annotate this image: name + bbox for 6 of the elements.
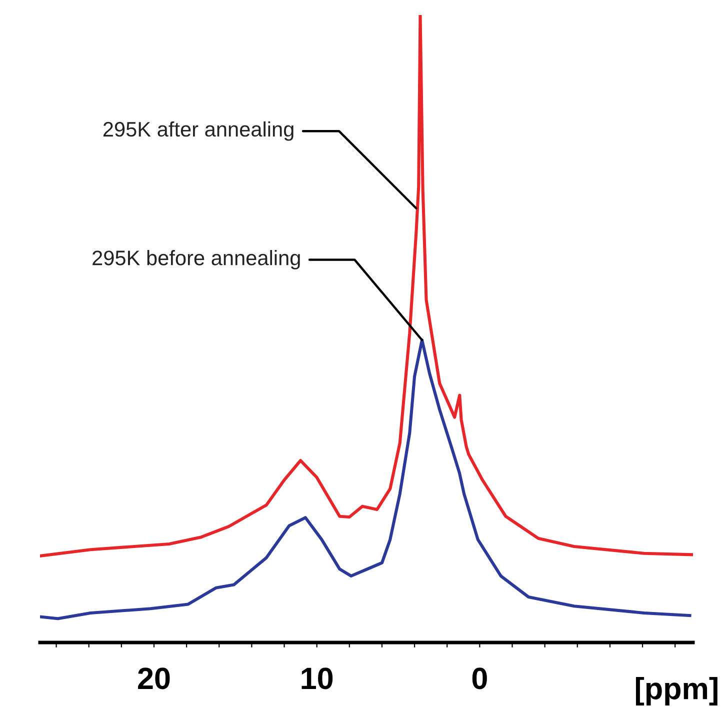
annotation: 295K before annealing: [92, 250, 300, 270]
x-tick-label: 10: [302, 668, 333, 690]
x-tick-label: 20: [138, 668, 170, 690]
x-axis-title: [ppm]: [636, 677, 718, 706]
annotation: 295K after annealing: [103, 121, 294, 141]
x-tick-label: 0: [472, 668, 487, 690]
